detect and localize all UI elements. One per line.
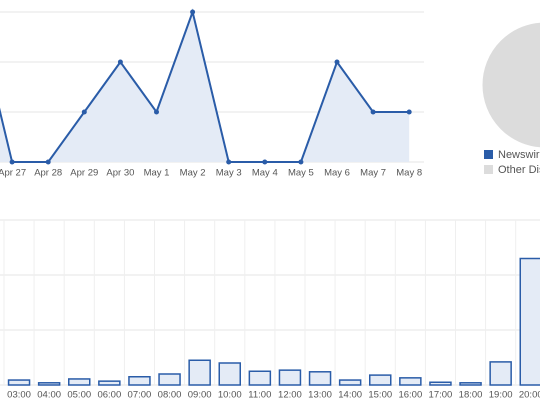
bar [7,379,31,386]
x-tick-label: 07:00 [128,390,152,401]
bar [308,371,332,386]
legend-item: Other Distribution [484,164,540,176]
x-tick-label: 06:00 [97,390,121,401]
point [81,109,87,115]
x-tick-label: Apr 29 [70,168,98,179]
point [370,109,376,115]
x-tick-label: May 3 [216,168,242,179]
bar [248,370,272,386]
bar [459,382,482,386]
x-tick-label: 20:00 [519,390,540,401]
point [334,59,340,65]
bar [429,381,452,386]
bar [278,369,302,386]
x-tick-label: 03:00 [7,390,31,401]
x-tick-label: Apr 28 [34,168,62,179]
pie-slice [481,21,540,149]
bar [188,359,211,386]
bar [489,361,512,386]
x-tick-label: Apr 27 [0,168,26,179]
legend-swatch [484,150,493,159]
area [0,12,410,162]
x-tick-label: 16:00 [398,390,422,401]
x-tick-label: 12:00 [278,390,302,401]
x-tick-label: May 2 [180,168,206,179]
bar [519,257,540,386]
x-tick-label: 05:00 [67,390,91,401]
bar [158,373,181,386]
point [226,159,232,165]
bar [369,374,392,386]
bar [218,362,241,386]
legend-label: Other Distribution [498,164,540,176]
x-tick-label: 10:00 [218,390,242,401]
x-tick-label: 19:00 [489,390,513,401]
point [45,159,51,165]
legend-item: Newswire [484,149,540,161]
x-tick-label: 14:00 [338,390,362,401]
x-tick-label: 18:00 [459,390,483,401]
x-tick-label: 11:00 [248,390,271,401]
bar [399,377,422,386]
point [9,159,15,165]
point [406,109,412,115]
bar [128,376,151,386]
legend-label: Newswire [498,149,540,161]
legend-swatch [484,165,493,174]
bar [98,380,121,386]
x-tick-label: May 6 [324,168,350,179]
x-tick-label: 13:00 [308,390,332,401]
x-tick-label: 17:00 [429,390,453,401]
bar [68,378,91,386]
point [117,59,123,65]
bar [37,382,61,386]
point [154,109,159,115]
x-tick-label: 09:00 [188,390,212,401]
x-tick-label: May 1 [144,168,170,179]
point [262,159,268,165]
x-tick-label: 15:00 [368,390,392,401]
x-tick-label: 04:00 [37,390,61,401]
point [190,9,196,15]
x-tick-label: May 5 [288,168,314,179]
x-tick-label: Apr 30 [106,168,134,179]
x-tick-label: 08:00 [158,390,182,401]
x-tick-label: May 4 [252,168,278,179]
x-tick-label: May 8 [396,168,422,179]
bar [338,379,362,386]
x-tick-label: May 7 [360,168,386,179]
point [298,159,304,165]
